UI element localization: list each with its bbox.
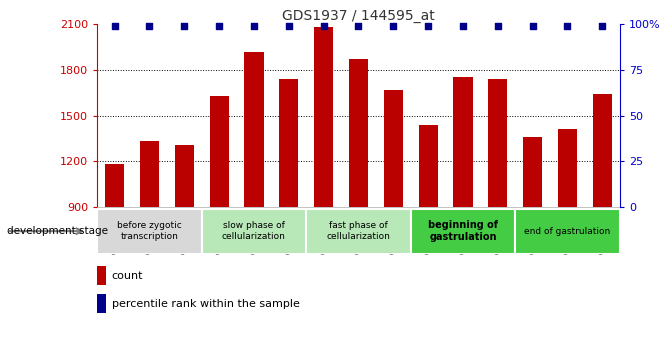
Bar xyxy=(202,209,306,254)
Bar xyxy=(593,94,612,207)
Point xyxy=(458,23,468,29)
Bar xyxy=(97,266,107,285)
Point xyxy=(562,23,573,29)
Bar xyxy=(97,209,202,254)
Text: before zygotic
transcription: before zygotic transcription xyxy=(117,221,182,241)
Point xyxy=(109,23,120,29)
Bar xyxy=(349,59,368,207)
Text: slow phase of
cellularization: slow phase of cellularization xyxy=(222,221,286,241)
Point xyxy=(423,23,433,29)
Point xyxy=(492,23,503,29)
Bar xyxy=(454,78,472,207)
Text: percentile rank within the sample: percentile rank within the sample xyxy=(111,298,299,308)
Point xyxy=(214,23,224,29)
Bar xyxy=(175,145,194,207)
Bar xyxy=(488,79,507,207)
Text: beginning of
gastrulation: beginning of gastrulation xyxy=(428,220,498,242)
Bar xyxy=(279,79,298,207)
Bar xyxy=(411,209,515,254)
Bar xyxy=(97,294,107,313)
Text: count: count xyxy=(111,271,143,281)
Bar xyxy=(245,51,263,207)
Bar xyxy=(140,141,159,207)
Bar xyxy=(419,125,438,207)
Bar xyxy=(105,164,124,207)
Point xyxy=(388,23,399,29)
Title: GDS1937 / 144595_at: GDS1937 / 144595_at xyxy=(282,9,435,23)
Bar xyxy=(210,96,228,207)
Text: end of gastrulation: end of gastrulation xyxy=(525,227,610,236)
Point xyxy=(527,23,538,29)
Bar xyxy=(515,209,620,254)
Bar xyxy=(314,27,333,207)
Point xyxy=(318,23,329,29)
Point xyxy=(283,23,294,29)
Text: development stage: development stage xyxy=(7,226,108,236)
Text: fast phase of
cellularization: fast phase of cellularization xyxy=(326,221,391,241)
Point xyxy=(179,23,190,29)
Point xyxy=(144,23,155,29)
Bar xyxy=(523,137,542,207)
Bar xyxy=(558,129,577,207)
Point xyxy=(597,23,608,29)
Point xyxy=(249,23,259,29)
Point xyxy=(353,23,364,29)
Bar xyxy=(384,90,403,207)
Bar xyxy=(306,209,411,254)
